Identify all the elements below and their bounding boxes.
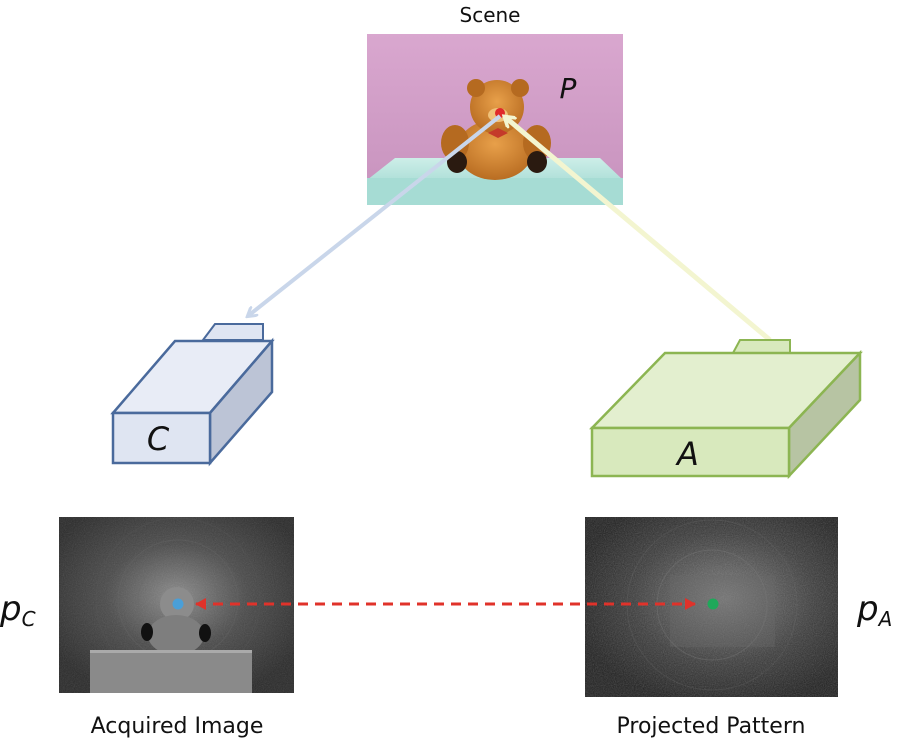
acquired-point-label: pC: [0, 589, 36, 631]
projected-pattern-caption: Projected Pattern: [617, 714, 806, 739]
projected-point-label: pA: [856, 589, 892, 631]
scene-title: Scene: [460, 3, 521, 27]
camera-ray: [248, 114, 502, 316]
projector-ray: [505, 117, 772, 342]
projector-label: A: [675, 435, 699, 473]
projector-box: [589, 339, 863, 480]
projected-pattern-point: [707, 598, 719, 610]
camera-label: C: [147, 420, 170, 458]
scene-point-label: P: [560, 72, 577, 105]
acquired-image-point: [172, 598, 184, 610]
acquired-image-caption: Acquired Image: [91, 714, 264, 739]
scene-photo: [367, 34, 623, 205]
camera-box: [110, 323, 275, 467]
